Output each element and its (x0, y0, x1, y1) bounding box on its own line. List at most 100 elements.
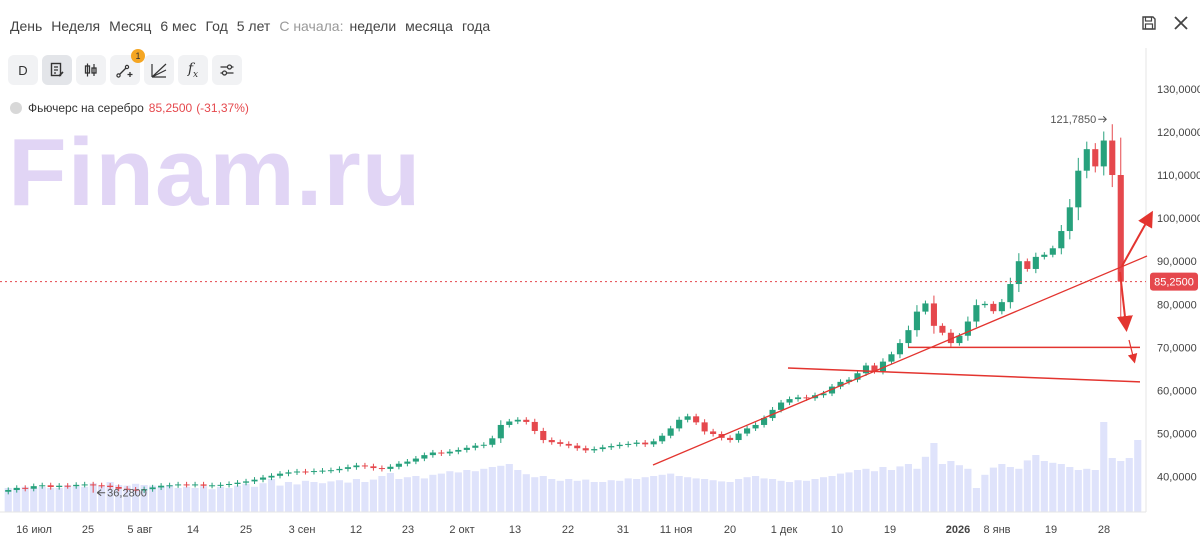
drawing-tools-button[interactable]: 1 (110, 49, 145, 85)
low-value-label: 36,2800 (107, 488, 147, 500)
candle (1015, 253, 1022, 293)
candle-body (922, 303, 929, 312)
candle-body (701, 422, 708, 432)
candle-body (837, 381, 844, 387)
volume-bar (1015, 468, 1023, 512)
volume-bar (1100, 422, 1108, 512)
candle (438, 449, 445, 456)
candle-body (676, 419, 683, 429)
period-6-months[interactable]: 6 мес (160, 18, 197, 34)
top-bar: День Неделя Месяц 6 мес Год 5 лет С нача… (0, 0, 1200, 50)
candle (395, 461, 402, 470)
volume-bar (768, 479, 777, 512)
volume-bar (726, 482, 734, 512)
candle-body (259, 477, 267, 480)
volume-bar (752, 476, 760, 512)
volume-bar (616, 480, 624, 512)
x-tick-label: 2026 (946, 524, 970, 536)
chart-settings-button[interactable] (42, 55, 72, 85)
volume-bar (785, 482, 794, 512)
volume-bar (463, 470, 471, 512)
since-year[interactable]: года (461, 18, 491, 34)
volume-bar (267, 479, 276, 512)
volume-bar (539, 476, 547, 512)
candle (684, 413, 691, 423)
volume-bar (64, 485, 72, 512)
candle (344, 464, 352, 472)
indicators-button[interactable]: fx (178, 55, 208, 85)
volume-bar (1108, 458, 1116, 512)
candle-body (667, 428, 674, 436)
candle-body (557, 442, 564, 444)
candle (463, 445, 470, 453)
period-day[interactable]: День (10, 18, 43, 34)
candle-body (497, 424, 504, 439)
volume-bar (590, 482, 598, 512)
candle-body (378, 468, 385, 470)
candle-body (13, 487, 20, 491)
candle-body (225, 483, 233, 485)
candle-body (523, 419, 530, 422)
candle-body (608, 446, 615, 448)
volume-bar (684, 477, 692, 512)
candle (310, 468, 318, 475)
volume-bar (471, 471, 479, 512)
candle (1058, 224, 1065, 255)
candle (5, 487, 12, 495)
volume-bar (641, 477, 649, 512)
volume-bar (446, 471, 454, 512)
save-icon[interactable] (1140, 14, 1158, 32)
volume-bar (862, 468, 870, 512)
candle-body (141, 489, 148, 491)
period-5-years[interactable]: 5 лет (236, 18, 271, 34)
x-tick-label: 11 ноя (660, 524, 693, 536)
volume-bar (828, 476, 836, 512)
drawing-count-badge: 1 (131, 49, 145, 63)
settings-button[interactable] (212, 55, 242, 85)
x-tick-label: 19 (1045, 524, 1057, 536)
candle-body (81, 484, 88, 486)
close-icon[interactable] (1172, 14, 1190, 32)
document-edit-icon (50, 62, 64, 77)
candle-body (242, 481, 250, 483)
candle-body (514, 419, 521, 422)
candle (905, 325, 912, 348)
period-selector: День Неделя Месяц 6 мес Год 5 лет С нача… (10, 18, 499, 34)
candle-body (659, 435, 666, 442)
since-week[interactable]: недели (349, 18, 397, 34)
candle-body (548, 440, 555, 443)
candle (574, 443, 581, 451)
volume-bar (505, 464, 513, 512)
candle (506, 418, 513, 428)
period-month[interactable]: Месяц (109, 18, 152, 34)
candle (896, 339, 904, 359)
candle-body (1117, 175, 1124, 282)
candle (107, 483, 114, 490)
candle-body (1024, 261, 1031, 269)
candle (939, 323, 946, 336)
candle-body (90, 484, 97, 486)
candle-body (395, 463, 402, 467)
interval-button[interactable]: D (8, 55, 38, 85)
volume-bar (1049, 462, 1057, 512)
candle (251, 477, 258, 484)
volume-bar (1117, 461, 1125, 512)
period-year[interactable]: Год (205, 18, 228, 34)
candle-type-button[interactable] (76, 55, 106, 85)
fibonacci-button[interactable] (144, 55, 174, 85)
instrument-change: (-31,37%) (196, 101, 249, 115)
period-week[interactable]: Неделя (51, 18, 101, 34)
x-tick-label: 10 (831, 524, 843, 536)
volume-bar (548, 479, 556, 512)
candle (115, 484, 122, 492)
volume-bar (879, 467, 887, 512)
candle-body (744, 428, 751, 434)
volume-bar (386, 473, 394, 512)
window-actions (1140, 14, 1190, 32)
candle (217, 482, 224, 488)
candle-body (158, 485, 165, 488)
since-month[interactable]: месяца (405, 18, 453, 34)
candle (514, 417, 521, 425)
candle-body (192, 484, 199, 486)
